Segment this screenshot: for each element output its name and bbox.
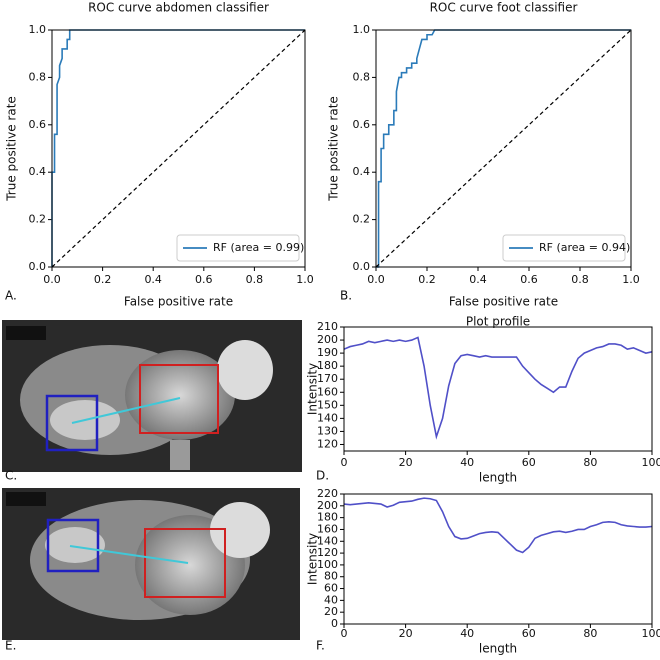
y-tick-label: 0.6 xyxy=(29,118,47,131)
y-tick-label: 210 xyxy=(317,320,338,333)
y-tick-label: 0.0 xyxy=(29,260,47,273)
x-tick-label: 0.6 xyxy=(195,273,213,286)
y-tick-label: 160 xyxy=(317,385,338,398)
y-tick-label: 200 xyxy=(317,499,338,512)
chart-title: ROC curve foot classifier xyxy=(430,1,578,15)
x-tick-label: 0.4 xyxy=(469,273,487,286)
y-tick-label: 150 xyxy=(317,398,338,411)
x-tick-label: 0.8 xyxy=(246,273,264,286)
x-axis-label: length xyxy=(479,471,517,485)
series-line xyxy=(343,497,653,554)
y-axis-label: Intensity xyxy=(306,533,320,585)
series-line xyxy=(51,29,306,268)
y-tick-label: 1.0 xyxy=(29,23,47,36)
y-axis-label: Intensity xyxy=(306,363,320,415)
x-tick-label: 60 xyxy=(522,456,536,469)
y-tick-label: 220 xyxy=(317,487,338,500)
x-tick-label: 40 xyxy=(460,456,474,469)
panel-label: F. xyxy=(316,639,325,653)
y-tick-label: 60 xyxy=(324,582,338,595)
panel-label: C. xyxy=(5,469,17,483)
y-tick-label: 20 xyxy=(324,605,338,618)
x-tick-label: 100 xyxy=(642,627,660,640)
y-tick-label: 0.4 xyxy=(29,165,47,178)
legend-label: RF (area = 0.99) xyxy=(213,241,304,254)
y-tick-label: 40 xyxy=(324,593,338,606)
plot-frame xyxy=(343,493,653,625)
y-tick-label: 130 xyxy=(317,424,338,437)
image-c xyxy=(2,320,302,472)
y-tick-label: 120 xyxy=(317,546,338,559)
y-tick-label: 0.8 xyxy=(29,70,47,83)
y-tick-label: 0.2 xyxy=(29,213,47,226)
y-tick-label: 100 xyxy=(317,558,338,571)
y-tick-label: 190 xyxy=(317,346,338,359)
panel-label: E. xyxy=(5,639,16,653)
y-tick-label: 0.0 xyxy=(353,260,371,273)
x-tick-label: 0.6 xyxy=(520,273,538,286)
x-tick-label: 0.0 xyxy=(43,273,61,286)
x-tick-label: 1.0 xyxy=(296,273,314,286)
series-line xyxy=(51,29,305,267)
series-line xyxy=(343,336,653,440)
legend-box xyxy=(176,234,300,262)
x-tick-label: 60 xyxy=(522,627,536,640)
x-tick-label: 1.0 xyxy=(622,273,640,286)
y-tick-label: 180 xyxy=(317,359,338,372)
y-tick-label: 0 xyxy=(331,617,338,630)
panel-label: B. xyxy=(340,289,352,303)
y-tick-label: 180 xyxy=(317,511,338,524)
x-tick-label: 0.0 xyxy=(367,273,385,286)
plot-frame xyxy=(343,326,653,452)
x-tick-label: 0 xyxy=(341,627,348,640)
y-tick-label: 170 xyxy=(317,372,338,385)
x-tick-label: 0.2 xyxy=(94,273,112,286)
y-tick-label: 80 xyxy=(324,570,338,583)
x-tick-label: 20 xyxy=(399,627,413,640)
x-axis-label: False positive rate xyxy=(124,295,233,309)
y-tick-label: 0.4 xyxy=(353,165,371,178)
y-tick-label: 1.0 xyxy=(353,23,371,36)
y-axis-label: True positive rate xyxy=(5,96,19,202)
plot-frame xyxy=(51,29,306,268)
y-tick-label: 200 xyxy=(317,333,338,346)
x-tick-label: 40 xyxy=(460,627,474,640)
x-tick-label: 100 xyxy=(642,456,660,469)
chart-title: ROC curve abdomen classifier xyxy=(88,1,269,15)
image-e xyxy=(2,488,300,640)
panel-label: D. xyxy=(316,469,329,483)
x-tick-label: 0.4 xyxy=(144,273,162,286)
y-axis-label: True positive rate xyxy=(327,96,341,202)
y-tick-label: 140 xyxy=(317,411,338,424)
x-tick-label: 80 xyxy=(583,627,597,640)
x-tick-label: 80 xyxy=(583,456,597,469)
x-tick-label: 0 xyxy=(341,456,348,469)
y-tick-label: 0.8 xyxy=(353,70,371,83)
x-axis-label: length xyxy=(479,642,517,656)
panel-label: A. xyxy=(5,289,17,303)
legend-box xyxy=(502,234,626,262)
x-tick-label: 20 xyxy=(399,456,413,469)
series-line xyxy=(375,29,632,268)
y-tick-label: 120 xyxy=(317,437,338,450)
chart-title: Plot profile xyxy=(466,315,530,329)
y-tick-label: 0.6 xyxy=(353,118,371,131)
y-tick-label: 0.2 xyxy=(353,213,371,226)
x-axis-label: False positive rate xyxy=(449,295,558,309)
y-tick-label: 160 xyxy=(317,522,338,535)
y-tick-label: 140 xyxy=(317,534,338,547)
x-tick-label: 0.2 xyxy=(418,273,436,286)
x-tick-label: 0.8 xyxy=(571,273,589,286)
plot-frame xyxy=(375,29,632,268)
legend-label: RF (area = 0.94) xyxy=(539,241,630,254)
series-line xyxy=(376,29,631,268)
